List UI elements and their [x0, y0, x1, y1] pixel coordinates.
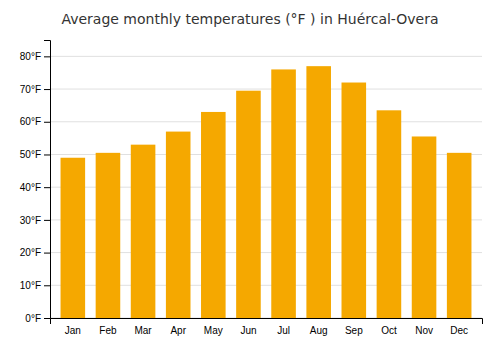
x-tick: Jan [65, 325, 81, 336]
x-tick-label: Oct [381, 325, 397, 336]
bar [342, 83, 367, 318]
x-tick-label: Jul [277, 325, 290, 336]
y-tick-label: 40°F [20, 182, 41, 193]
x-tick-label: Sep [345, 325, 363, 336]
grid-line [50, 121, 482, 122]
x-tick-label: Jan [65, 325, 81, 336]
bar [131, 145, 156, 318]
plot: 0°F 10°F 20°F 30°F 40°F 50°F 60°F 70°F 80°F Jan Fe… [20, 41, 483, 337]
bar [306, 66, 331, 318]
y-tick: 80°F [20, 51, 50, 62]
x-tick-label: Apr [170, 325, 186, 336]
x-tick: Mar [134, 325, 152, 336]
y-tick-label: 0°F [25, 313, 41, 324]
x-tick: Jun [240, 325, 256, 336]
bars [61, 66, 472, 318]
title: Average monthly temperatures (°F ) in Hu… [61, 11, 438, 27]
x-tick: Apr [170, 325, 186, 336]
x-tick: May [204, 325, 223, 336]
y-tick-mark [44, 285, 50, 286]
y-tick-label: 50°F [20, 149, 41, 160]
x-tick: Aug [310, 325, 328, 336]
chart-svg: 0°F 10°F 20°F 30°F 40°F 50°F 60°F 70°F 80°F Jan Fe… [0, 0, 500, 350]
y-tick: 70°F [20, 84, 50, 95]
x-tick: Jul [277, 325, 290, 336]
bar [447, 153, 472, 318]
y-tick: 30°F [20, 215, 50, 226]
y-tick-label: 70°F [20, 84, 41, 95]
bar [61, 158, 86, 318]
y-tick: 0°F [25, 313, 50, 324]
bar [166, 132, 191, 318]
y-tick-mark [44, 154, 50, 155]
y-tick-mark [44, 56, 50, 57]
bar [236, 91, 261, 318]
bar [271, 69, 296, 318]
x-tick: Dec [450, 325, 468, 336]
bar [96, 153, 121, 318]
x-tick-label: Nov [415, 325, 433, 336]
y-tick: 40°F [20, 182, 50, 193]
y-tick-mark [44, 122, 50, 123]
y-tick-mark [44, 253, 50, 254]
y-tick-label: 60°F [20, 116, 41, 127]
y-axis-line [44, 41, 51, 319]
x-axis: Jan Feb Mar Apr May Jun Jul Aug Sep Oct Nov Dec [51, 319, 483, 337]
x-axis-line [51, 319, 483, 325]
y-tick-label: 20°F [20, 247, 41, 258]
x-tick-label: Dec [450, 325, 468, 336]
y-tick: 60°F [20, 116, 50, 127]
x-tick-label: Mar [134, 325, 152, 336]
x-tick-label: Jun [240, 325, 256, 336]
grid-line [50, 56, 482, 57]
bar [412, 136, 437, 318]
x-tick-label: May [204, 325, 223, 336]
x-tick: Oct [381, 325, 397, 336]
bar [201, 112, 226, 318]
x-tick-label: Aug [310, 325, 328, 336]
x-tick: Feb [99, 325, 117, 336]
y-tick-label: 30°F [20, 215, 41, 226]
y-tick: 20°F [20, 247, 50, 258]
x-tick-label: Feb [99, 325, 117, 336]
y-tick: 10°F [20, 280, 50, 291]
y-tick-mark [44, 187, 50, 188]
y-tick-label: 80°F [20, 51, 41, 62]
y-tick-label: 10°F [20, 280, 41, 291]
y-tick-mark [44, 318, 50, 319]
x-tick: Nov [415, 325, 433, 336]
bar [377, 110, 402, 318]
x-tick: Sep [345, 325, 363, 336]
y-tick-mark [44, 220, 50, 221]
y-tick-mark [44, 89, 50, 90]
grid-line [50, 89, 482, 90]
y-tick: 50°F [20, 149, 50, 160]
y-axis: 0°F 10°F 20°F 30°F 40°F 50°F 60°F 70°F 80°F [20, 41, 51, 324]
grid [50, 56, 482, 318]
